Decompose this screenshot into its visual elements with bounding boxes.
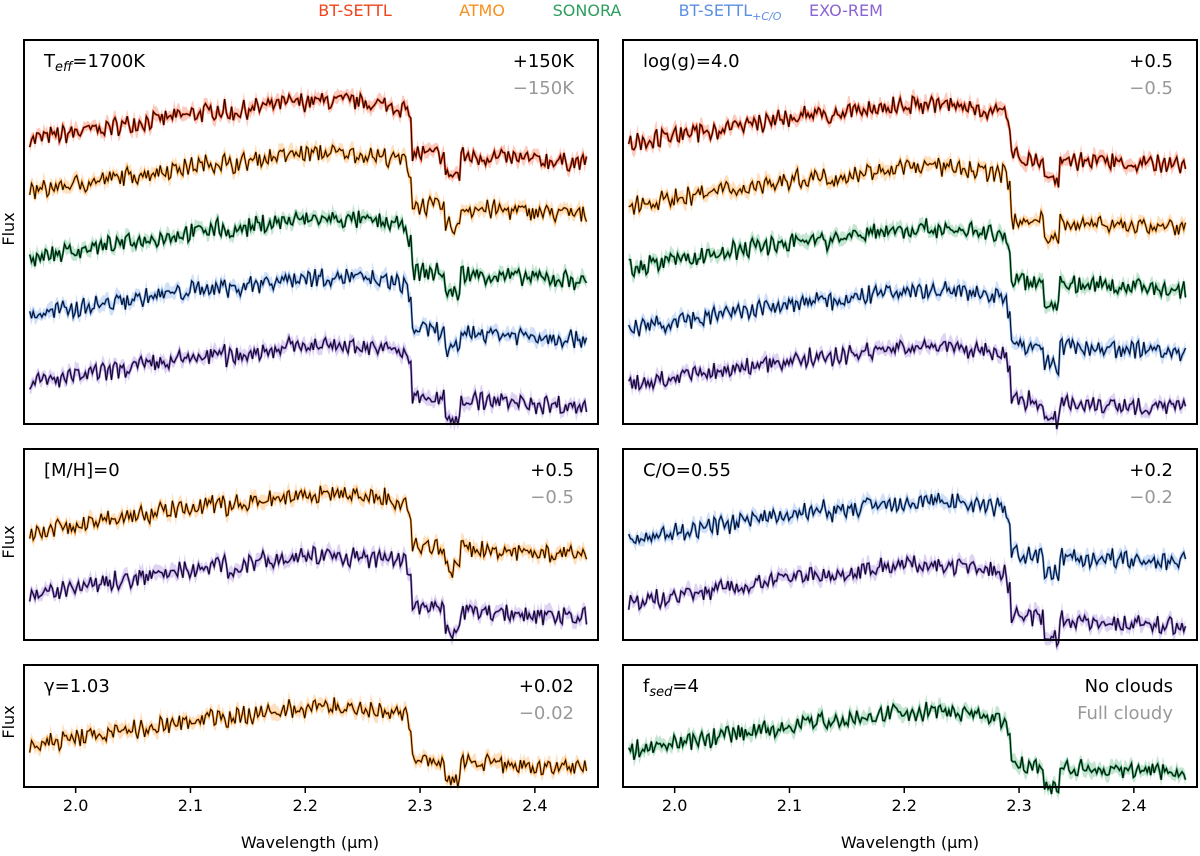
panel-mh: [M/H]=0 +0.5 −0.5 <box>23 448 599 646</box>
reference-spectrum <box>29 697 587 788</box>
xlabel-right: Wavelength (µm) <box>841 833 979 852</box>
reference-spectrum <box>29 545 587 640</box>
legend: BT-SETTL ATMO SONORA BT-SETTL+C/O EXO-RE… <box>318 1 883 23</box>
reference-spectrum <box>628 95 1186 188</box>
minus-label: −0.02 <box>519 703 574 724</box>
x-tick-label: 2.1 <box>777 796 802 815</box>
reference-spectrum <box>628 157 1186 244</box>
param-label: fsed=4 <box>643 676 699 700</box>
param-label: C/O=0.55 <box>643 460 731 481</box>
x-axis-right: 2.0 2.1 2.2 2.3 2.4 <box>662 787 1147 815</box>
model-band-sonora <box>29 203 587 308</box>
model-band-exo-rem <box>628 549 1186 653</box>
reference-spectrum <box>29 144 587 235</box>
param-label: γ=1.03 <box>44 676 110 697</box>
minus-label: −0.5 <box>1129 78 1173 99</box>
model-band-exo-rem <box>29 329 587 432</box>
plus-label: +0.5 <box>1129 51 1173 72</box>
legend-bt-settl: BT-SETTL <box>318 1 392 20</box>
x-tick-label: 2.1 <box>178 796 203 815</box>
model-band-bt-settl <box>29 85 587 187</box>
model-band-atmo <box>29 690 587 793</box>
legend-exo-rem: EXO-REM <box>809 1 883 20</box>
minus-label: Full cloudy <box>1077 703 1173 724</box>
reference-spectrum <box>29 485 587 578</box>
panel-teff: Teff=1700K +150K −150K <box>23 39 599 432</box>
model-line-bt-settl-c-o <box>627 279 1187 379</box>
x-tick-label: 2.2 <box>293 796 318 815</box>
ylabel-row3: Flux <box>0 705 18 738</box>
reference-spectrum <box>29 92 587 181</box>
legend-sonora: SONORA <box>553 1 622 20</box>
legend-bt-settl-co: BT-SETTL+C/O <box>679 1 782 23</box>
xlabel-left: Wavelength (µm) <box>241 833 379 852</box>
plus-label: +0.5 <box>530 460 574 481</box>
panel-logg: log(g)=4.0 +0.5 −0.5 <box>622 39 1198 438</box>
plus-label: +0.02 <box>519 676 574 697</box>
model-band-exo-rem <box>29 539 587 646</box>
x-tick-label: 2.4 <box>1121 796 1146 815</box>
model-band-bt-settl-c-o <box>29 261 587 361</box>
model-band-bt-settl <box>628 88 1186 194</box>
model-band-atmo <box>29 478 587 582</box>
reference-spectrum <box>628 555 1186 648</box>
model-band-atmo <box>628 150 1186 252</box>
model-line-sonora <box>628 218 1187 313</box>
reference-spectrum <box>29 335 587 425</box>
ylabel-row2: Flux <box>0 525 18 558</box>
plus-label: +0.2 <box>1129 460 1173 481</box>
param-label: Teff=1700K <box>43 51 146 75</box>
minus-label: −0.2 <box>1129 487 1173 508</box>
legend-atmo: ATMO <box>459 1 505 20</box>
reference-spectrum <box>628 338 1186 430</box>
panel-frame <box>622 448 1198 641</box>
reference-spectrum <box>29 268 587 358</box>
x-tick-label: 2.0 <box>63 796 88 815</box>
reference-spectrum <box>628 701 1186 795</box>
reference-spectrum <box>628 218 1186 311</box>
x-tick-label: 2.2 <box>892 796 917 815</box>
panel-frame <box>23 448 599 641</box>
x-tick-label: 2.3 <box>407 796 432 815</box>
param-label: [M/H]=0 <box>44 460 120 481</box>
panel-frame <box>23 39 599 425</box>
model-line-exo-rem <box>627 553 1187 650</box>
reference-spectrum <box>29 210 587 301</box>
plus-label: No clouds <box>1085 676 1173 697</box>
x-tick-label: 2.4 <box>522 796 547 815</box>
model-line-bt-settl <box>627 93 1187 189</box>
minus-label: −150K <box>513 78 575 99</box>
param-label: log(g)=4.0 <box>643 51 740 72</box>
panel-frame <box>23 664 599 788</box>
x-tick-label: 2.3 <box>1006 796 1031 815</box>
ylabel-row1: Flux <box>0 212 18 245</box>
reference-spectrum <box>628 281 1186 377</box>
panel-gamma: γ=1.03 +0.02 −0.02 <box>23 664 599 793</box>
plus-label: +150K <box>513 51 575 72</box>
model-band-exo-rem <box>628 332 1186 438</box>
panel-co: C/O=0.55 +0.2 −0.2 <box>622 448 1198 653</box>
x-tick-label: 2.0 <box>662 796 687 815</box>
minus-label: −0.5 <box>530 487 574 508</box>
panel-frame <box>622 39 1198 425</box>
reference-spectrum <box>628 493 1186 581</box>
x-axis-left: 2.0 2.1 2.2 2.3 2.4 <box>63 787 548 815</box>
panel-frame <box>622 664 1198 788</box>
panel-fsed: fsed=4 No clouds Full cloudy <box>622 664 1198 801</box>
